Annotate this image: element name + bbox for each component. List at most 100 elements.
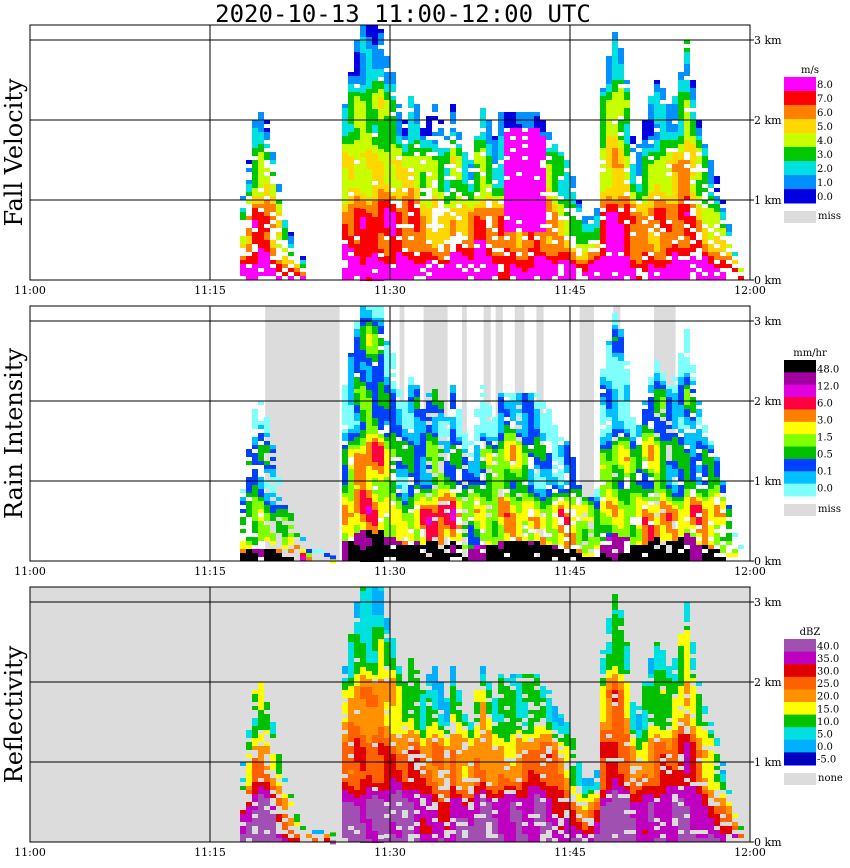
y-tick-label: 2 km (754, 395, 782, 408)
legend-swatch (784, 421, 816, 435)
legend-level-label: 48.0 (817, 365, 839, 376)
x-tick-label: 11:15 (194, 284, 226, 297)
legend-level-label: 0.1 (817, 467, 833, 478)
plot-frame (29, 305, 751, 562)
legend-swatch (784, 189, 816, 204)
legend-level-label: 2.0 (817, 164, 833, 175)
legend-level-label: 6.0 (817, 108, 833, 119)
legend-level-label: 1.0 (817, 178, 833, 189)
legend-level-label: 5.0 (817, 730, 833, 741)
legend-level-label: 25.0 (817, 679, 839, 690)
y-axis-label: Reflectivity (0, 645, 28, 783)
legend-swatch (784, 752, 816, 766)
field-cells (240, 25, 744, 281)
x-tick-label: 12:00 (734, 284, 766, 297)
legend-swatch (784, 714, 816, 728)
x-tick-label: 11:00 (14, 846, 46, 859)
legend-swatch (784, 446, 816, 460)
legend-swatch (784, 384, 816, 398)
legend-level-label: 15.0 (817, 704, 839, 715)
x-tick-label: 11:00 (14, 284, 46, 297)
legend-swatch (784, 147, 816, 162)
missing-band-0 (265, 306, 340, 561)
legend-swatch (784, 77, 816, 92)
x-tick-label: 11:45 (554, 846, 586, 859)
legend-level-label: 40.0 (817, 641, 839, 652)
legend-swatch (784, 434, 816, 448)
legend-missing-label: none (818, 773, 843, 784)
legend-swatch (784, 397, 816, 410)
legend-swatch (784, 676, 816, 690)
legend-rain_intensity: mm/hr 48.0 12.0 6.0 3.0 1.5 0.5 0.1 0.0 miss (784, 348, 841, 516)
x-tick-label: 11:15 (194, 846, 226, 859)
plot-frame (29, 24, 751, 281)
legend-swatch (784, 702, 816, 716)
legend-swatch (784, 739, 816, 753)
legend-level-label: 0.0 (817, 484, 833, 495)
y-tick-label: 2 km (754, 676, 782, 689)
panel-rain_intensity: 11:00 11:15 11:30 11:45 12:000 km 1 km 2 km 3 k… (0, 305, 841, 578)
legend-swatch (784, 689, 816, 703)
legend-level-label: 35.0 (817, 654, 839, 665)
y-axis-label: Fall Velocity (0, 78, 28, 227)
y-tick-label: 3 km (754, 596, 782, 609)
legend-swatch (784, 483, 816, 497)
legend-missing-swatch (784, 504, 816, 516)
legend-level-label: 7.0 (817, 94, 833, 105)
legend-swatch (784, 175, 816, 190)
legend-level-label: 30.0 (817, 667, 839, 678)
x-tick-label: 12:00 (734, 846, 766, 859)
legend-level-label: -5.0 (817, 755, 836, 766)
legend-unit: mm/hr (793, 348, 827, 359)
legend-level-label: 20.0 (817, 692, 839, 703)
x-tick-label: 12:00 (734, 565, 766, 578)
legend-level-label: 3.0 (817, 150, 833, 161)
legend-swatch (784, 409, 816, 423)
legend-reflectivity: dBZ 40.0 35.0 30.025.0 20.015.0 10.0 5.00.0 -5.… (784, 627, 843, 785)
legend-swatch (784, 727, 816, 741)
panels-container: 11:00 11:15 11:30 11:45 12:000 km1 km2 km3 k… (0, 24, 843, 859)
legend-level-label: 4.0 (817, 136, 833, 147)
legend-level-label: 0.0 (817, 192, 833, 203)
y-tick-label: 0 km (754, 836, 782, 849)
legend-swatch (784, 372, 816, 386)
legend-missing-label: miss (818, 211, 841, 222)
y-tick-label: 1 km (754, 756, 782, 769)
y-tick-label: 1 km (754, 475, 782, 488)
y-tick-label: 3 km (754, 315, 782, 328)
legend-level-label: 12.0 (817, 382, 839, 393)
legend-level-label: 1.5 (817, 433, 833, 444)
x-tick-label: 11:30 (374, 565, 406, 578)
legend-swatch (784, 91, 816, 106)
y-tick-label: 1 km (754, 194, 782, 207)
legend-unit: m/s (801, 65, 819, 76)
x-tick-label: 11:30 (374, 284, 406, 297)
legend-unit: dBZ (800, 627, 821, 638)
legend-swatch (784, 664, 816, 678)
field-cells (240, 587, 744, 845)
legend-level-label: 8.0 (817, 80, 833, 91)
y-tick-label: 2 km (754, 114, 782, 127)
legend-swatch (784, 639, 816, 653)
legend-swatch (784, 105, 816, 120)
legend-level-label: 6.0 (817, 399, 833, 410)
legend-swatch (784, 161, 816, 176)
legend-missing-label: miss (818, 504, 841, 515)
legend-level-label: 3.0 (817, 416, 833, 427)
legend-missing-swatch (784, 773, 816, 785)
legend-level-label: 0.5 (817, 450, 833, 461)
x-tick-label: 11:45 (554, 284, 586, 297)
figure-title: 2020-10-13 11:00-12:00 UTC (215, 0, 591, 28)
x-tick-label: 11:45 (554, 565, 586, 578)
legend-swatch (784, 458, 816, 472)
y-axis-label: Rain Intensity (0, 348, 28, 520)
x-tick-label: 11:00 (14, 565, 46, 578)
legend-level-label: 5.0 (817, 122, 833, 133)
x-tick-label: 11:30 (374, 846, 406, 859)
legend-swatch (784, 133, 816, 148)
y-tick-label: 3 km (754, 34, 782, 47)
legend-fall_velocity: m/s 8.0 7.0 6.0 5.0 4.0 3.0 2.0 1.0 0.0 miss (784, 65, 841, 223)
legend-level-label: 0.0 (817, 742, 833, 753)
y-tick-label: 0 km (754, 555, 782, 568)
